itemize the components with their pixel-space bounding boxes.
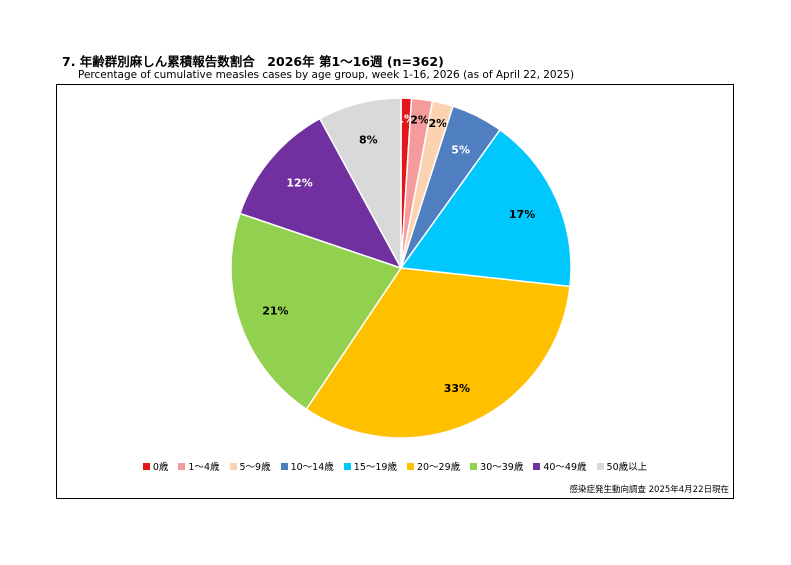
data-label-4: 5% xyxy=(451,144,470,157)
legend-label: 10～14歳 xyxy=(290,462,334,473)
legend-item: 30～39歳 xyxy=(470,459,523,473)
data-label-2: 2% xyxy=(410,114,429,127)
legend-label: 1～4歳 xyxy=(188,462,220,473)
legend-item: 50歳以上 xyxy=(596,459,648,473)
data-label-9: 8% xyxy=(359,133,378,146)
chart-subtitle: Percentage of cumulative measles cases b… xyxy=(78,69,575,81)
data-label-5: 17% xyxy=(509,208,535,221)
legend-item: 15～19歳 xyxy=(343,459,397,473)
data-label-3: 2% xyxy=(428,117,447,130)
legend-item: 5～9歳 xyxy=(229,459,271,473)
legend: 0歳 1～4歳 5～9歳 10～14歳 15～19歳 20～29歳 30～39歳 40～49歳… xyxy=(57,459,733,473)
legend-swatch xyxy=(142,462,150,470)
data-label-8: 12% xyxy=(286,177,312,190)
legend-label: 15～19歳 xyxy=(353,462,397,473)
pie-slice-7 xyxy=(230,212,403,411)
data-label-6: 33% xyxy=(444,382,470,395)
source-note: 感染症発生動向調査 2025年4月22日現在 xyxy=(569,485,729,495)
chart-frame: 1% 2% 2% 5% 17% 33% 21% 12% 8% 0歳 1～4歳 5～9歳 10～14歳 1… xyxy=(56,84,734,499)
pie-slice-9 xyxy=(318,97,402,269)
legend-item: 40～49歳 xyxy=(533,459,587,473)
legend-item: 20～29歳 xyxy=(406,459,461,473)
legend-swatch xyxy=(280,462,288,470)
legend-swatch xyxy=(343,462,351,470)
legend-swatch xyxy=(470,462,478,470)
legend-swatch xyxy=(533,462,541,470)
legend-label: 0歳 xyxy=(152,462,169,473)
pie-slice-6 xyxy=(305,267,571,439)
legend-swatch xyxy=(178,462,186,470)
pie-slice-5 xyxy=(399,128,572,288)
legend-item: 0歳 xyxy=(142,459,169,473)
legend-item: 10～14歳 xyxy=(280,459,334,473)
pie-slice-8 xyxy=(239,117,403,270)
legend-label: 30～39歳 xyxy=(480,462,524,473)
legend-label: 5～9歳 xyxy=(239,462,271,473)
pie-chart: 1%2% 2%5%17%33%21%12%8% xyxy=(230,97,572,439)
legend-item: 1～4歳 xyxy=(178,459,220,473)
legend-label: 20～29歳 xyxy=(416,462,461,473)
legend-label: 40～49歳 xyxy=(543,462,587,473)
chart-title: 7. 年齢群別麻しん累積報告数割合 2026年 第1～16週 (n=362) xyxy=(62,54,444,69)
data-label-7: 21% xyxy=(262,305,288,318)
legend-swatch xyxy=(229,462,237,470)
legend-label: 50歳以上 xyxy=(606,462,648,473)
legend-swatch xyxy=(596,462,604,470)
legend-swatch xyxy=(406,462,414,470)
